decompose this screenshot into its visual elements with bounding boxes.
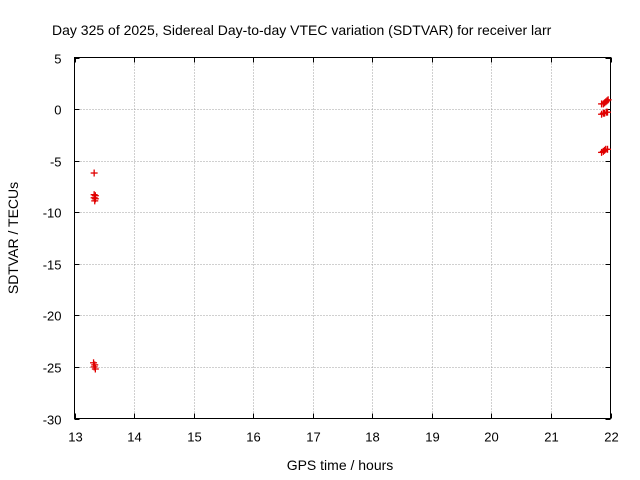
plot-frame (74, 57, 611, 419)
y-tick-label: -10 (43, 206, 62, 221)
x-tick-label: 19 (425, 430, 439, 445)
y-axis-label: SDTVAR / TECUs (5, 182, 21, 294)
y-tick-label: -5 (50, 155, 62, 170)
x-tick-label: 21 (544, 430, 558, 445)
data-point (604, 145, 612, 153)
x-tick-label: 18 (365, 430, 379, 445)
data-point (604, 108, 612, 116)
data-points (90, 96, 612, 373)
x-tick-label: 13 (68, 430, 82, 445)
y-tick-label: -20 (43, 309, 62, 324)
data-point (91, 197, 99, 205)
x-tick-label: 16 (246, 430, 260, 445)
x-tick-label: 15 (187, 430, 201, 445)
data-point (90, 169, 98, 177)
x-tick-label: 14 (127, 430, 141, 445)
y-tick-label: -25 (43, 361, 62, 376)
y-tick-label: -15 (43, 258, 62, 273)
axis-ticks: 13 14 15 16 17 18 19 20 21 22 5 0 -5 -10 -15 -20 -25 -30 (43, 52, 619, 445)
y-tick-label: 5 (54, 52, 61, 67)
data-point (603, 97, 611, 105)
y-tick-label: 0 (54, 103, 61, 118)
x-axis-label: GPS time / hours (287, 457, 394, 473)
data-point (91, 365, 99, 373)
x-tick-label: 22 (604, 430, 618, 445)
data-point (604, 96, 612, 104)
x-tick-label: 17 (306, 430, 320, 445)
chart-title: Day 325 of 2025, Sidereal Day-to-day VTE… (52, 22, 552, 38)
x-tick-label: 20 (484, 430, 498, 445)
y-tick-label: -30 (43, 413, 62, 428)
grid-lines (74, 57, 611, 419)
